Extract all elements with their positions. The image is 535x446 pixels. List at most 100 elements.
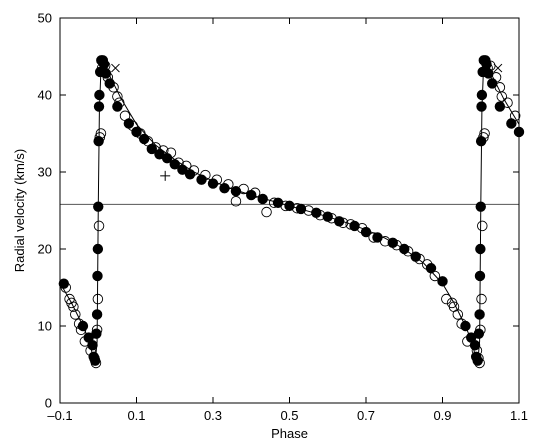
- data-point-open: [502, 97, 513, 108]
- data-point-open: [158, 145, 169, 156]
- data-point-open: [456, 318, 467, 329]
- y-tick-label: 40: [38, 88, 52, 103]
- data-point-open: [475, 324, 486, 336]
- data-point-open: [478, 132, 489, 143]
- data-point-open: [345, 219, 356, 230]
- data-point-open: [60, 282, 71, 293]
- data-point-open: [291, 202, 303, 214]
- data-point-open: [93, 220, 105, 232]
- data-point-open: [96, 62, 108, 74]
- y-tick-label: 10: [38, 319, 52, 334]
- data-point-open: [79, 336, 91, 347]
- data-point-open: [119, 110, 131, 122]
- data-point-open: [223, 179, 234, 190]
- data-point-open: [108, 82, 119, 93]
- data-point-open: [280, 200, 291, 212]
- data-point-open: [414, 253, 425, 265]
- data-point-filled: [93, 101, 105, 112]
- data-point-filled: [257, 193, 268, 205]
- data-point-filled: [475, 201, 486, 212]
- data-point-open: [102, 72, 114, 83]
- data-point-open: [326, 212, 337, 224]
- data-point-open: [356, 222, 368, 234]
- data-point-open: [73, 318, 85, 329]
- plot-area: [58, 55, 525, 369]
- x-tick-label: 0.9: [433, 408, 451, 423]
- data-point-open: [95, 128, 107, 139]
- data-point-open: [94, 132, 106, 143]
- data-point-open: [474, 357, 485, 369]
- data-point-cross: [111, 63, 120, 73]
- data-point-open: [368, 232, 379, 243]
- data-point-open: [391, 239, 402, 251]
- data-point-filled: [475, 243, 486, 255]
- data-point-open: [68, 301, 79, 313]
- data-point-open: [479, 128, 490, 139]
- data-point-open: [490, 72, 502, 83]
- data-point-open: [477, 220, 488, 232]
- data-point-filled: [272, 197, 284, 209]
- model-curve: [59, 58, 520, 364]
- data-point-open: [230, 196, 242, 207]
- data-point-filled: [92, 243, 104, 255]
- y-tick-label: 0: [45, 396, 52, 411]
- data-point-filled: [494, 101, 506, 112]
- x-tick-label: 0.7: [357, 408, 375, 423]
- data-point-filled: [91, 328, 102, 339]
- data-point-filled: [93, 201, 104, 212]
- data-point-cross: [493, 63, 503, 73]
- data-point-open: [99, 60, 111, 71]
- data-point-open: [402, 246, 414, 257]
- data-point-open: [509, 110, 521, 122]
- data-point-open: [89, 353, 100, 364]
- data-point-open: [268, 197, 280, 209]
- data-point-open: [476, 293, 487, 305]
- data-point-filled: [437, 276, 448, 287]
- x-axis-label: Phase: [271, 426, 308, 441]
- data-point-open: [180, 160, 192, 172]
- data-point-open: [75, 324, 87, 336]
- x-tick-label: –0.1: [47, 408, 72, 423]
- data-point-filled: [476, 89, 488, 101]
- data-point-open: [303, 205, 314, 216]
- data-point-filled: [91, 309, 103, 320]
- data-point-open: [473, 353, 484, 364]
- data-point-open: [496, 91, 508, 102]
- data-point-filled: [92, 270, 103, 282]
- x-tick-label: 0.5: [280, 408, 298, 423]
- data-point-open: [482, 62, 493, 74]
- x-tick-label: 0.3: [204, 408, 222, 423]
- data-point-open: [112, 91, 123, 102]
- data-point-open: [173, 157, 184, 169]
- data-point-open: [211, 174, 223, 185]
- data-point-open: [249, 187, 261, 199]
- data-point-filled: [93, 135, 104, 147]
- data-point-open: [429, 270, 441, 282]
- data-point-filled: [87, 340, 98, 351]
- cross-stroke: [111, 63, 120, 73]
- x-tick-label: 0.1: [127, 408, 145, 423]
- data-point-filled: [474, 270, 486, 282]
- data-point-filled: [104, 78, 115, 89]
- data-point-open: [261, 206, 272, 218]
- data-point-filled: [184, 169, 196, 180]
- data-point-open: [150, 142, 161, 153]
- y-axis-label: Radial velocity (km/s): [12, 149, 27, 273]
- data-point-open: [379, 236, 391, 247]
- data-point-open: [452, 309, 464, 320]
- data-point-open: [314, 209, 326, 221]
- data-point-filled: [207, 178, 219, 189]
- y-tick-label: 50: [38, 11, 52, 26]
- data-point-filled: [474, 309, 485, 320]
- data-point-open: [200, 169, 211, 181]
- data-point-open: [90, 357, 102, 369]
- data-point-open: [91, 324, 103, 336]
- data-point-open: [421, 259, 433, 270]
- data-point-open: [238, 183, 249, 195]
- data-point-open: [471, 345, 483, 356]
- y-tick-label: 30: [38, 165, 52, 180]
- cross-stroke: [493, 63, 503, 73]
- y-tick-label: 20: [38, 242, 52, 257]
- data-point-filled: [112, 101, 123, 112]
